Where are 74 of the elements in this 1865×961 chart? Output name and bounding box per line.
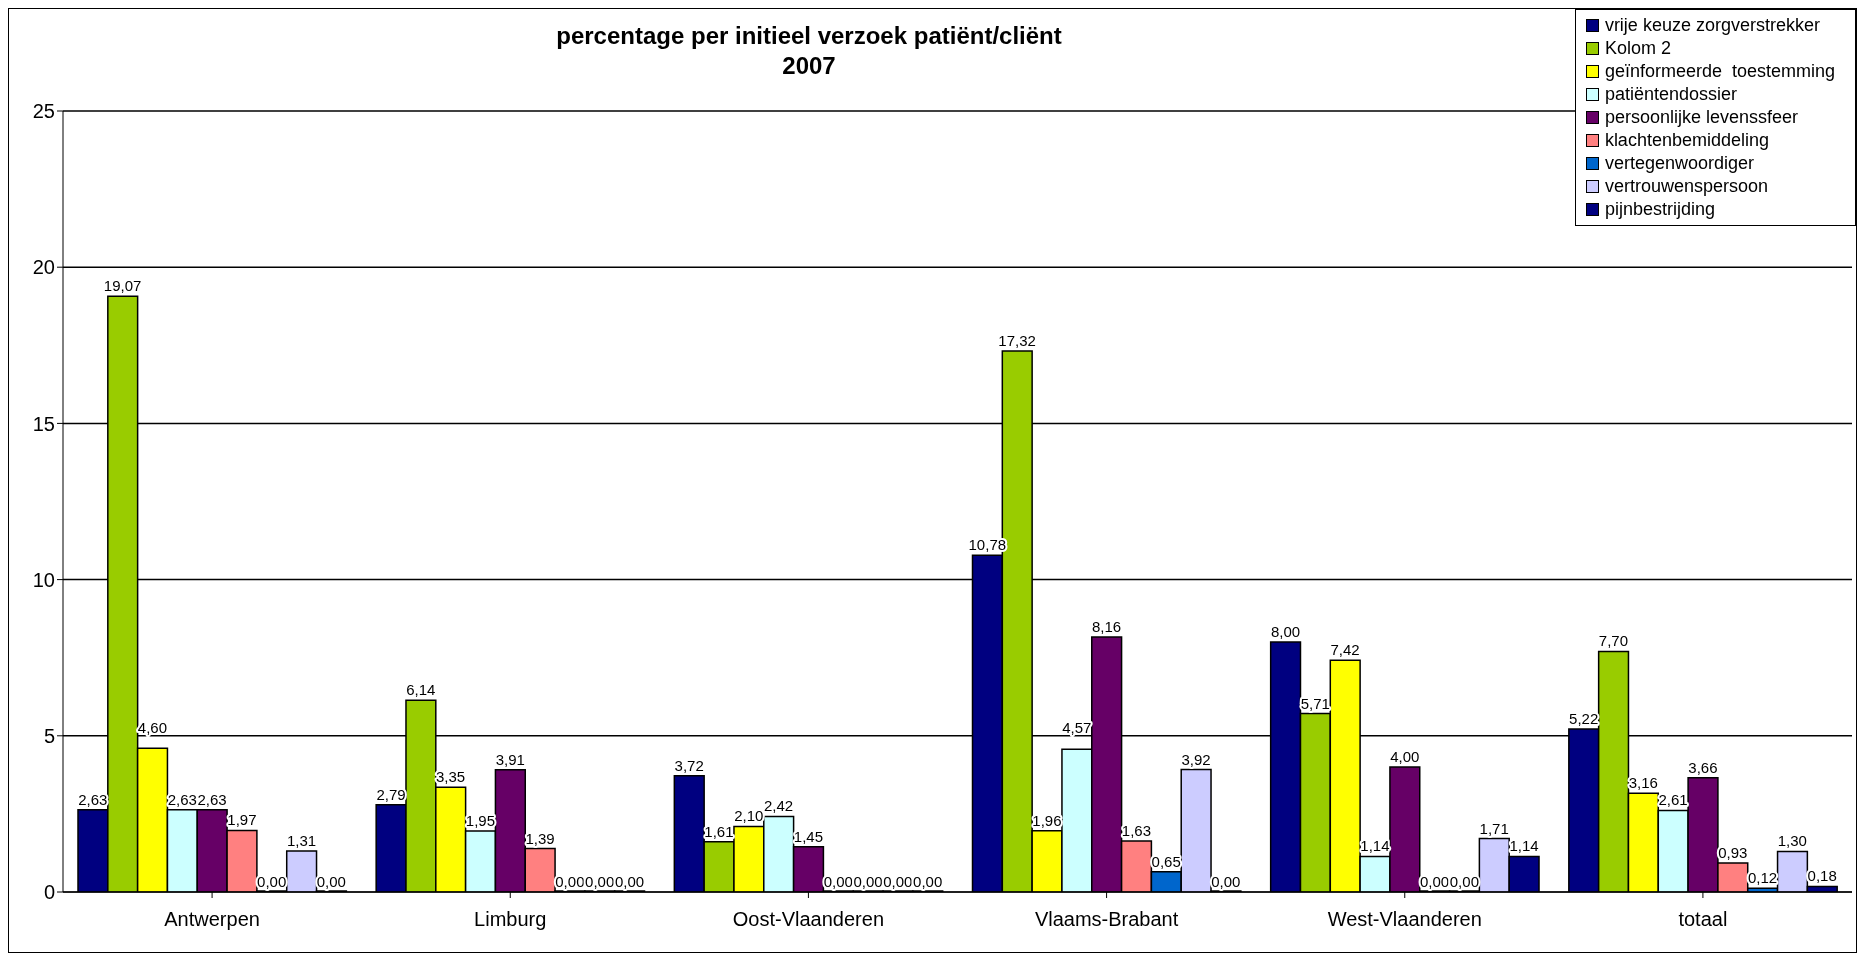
data-label: 0,00 xyxy=(853,873,883,890)
data-label: 0,18 xyxy=(1807,867,1837,885)
data-label: 0,00 xyxy=(1419,873,1450,890)
data-label: 8,00 xyxy=(1270,623,1301,641)
x-tick-label: Limburg xyxy=(474,908,547,931)
x-tick-label: Oost-Vlaanderen xyxy=(732,908,885,931)
data-label: 0,00 xyxy=(316,873,346,890)
data-label: 2,63 xyxy=(167,790,197,808)
data-label: 1,61 xyxy=(704,822,734,840)
data-label: 2,61 xyxy=(1658,791,1688,809)
data-label: 1,45 xyxy=(793,827,824,845)
y-tick-label: 0 xyxy=(43,881,55,904)
data-label: 1,63 xyxy=(1121,822,1151,840)
data-label: 2,63 xyxy=(197,790,227,808)
chart-subtitle: 2007 xyxy=(782,52,836,79)
data-label: 6,14 xyxy=(406,681,436,699)
data-label: 1,30 xyxy=(1777,832,1807,850)
data-label: 1,39 xyxy=(525,829,555,847)
data-label: 3,66 xyxy=(1688,758,1718,776)
data-label: 3,91 xyxy=(495,750,525,768)
legend-label: geïnformeerde toestemming xyxy=(1604,60,1835,83)
data-label: 0,00 xyxy=(913,873,943,890)
legend-label: pijnbestrijding xyxy=(1604,198,1715,221)
data-label: 4,57 xyxy=(1062,718,1092,736)
data-label: 0,00 xyxy=(614,873,645,890)
data-label: 0,00 xyxy=(1449,873,1479,890)
data-label: 7,42 xyxy=(1330,641,1360,659)
chart-title: percentage per initieel verzoek patiënt/cliënt xyxy=(556,22,1062,49)
data-label: 1,97 xyxy=(227,811,257,829)
data-label: 1,71 xyxy=(1479,819,1509,837)
legend-label: vertegenwoordiger xyxy=(1604,152,1754,175)
data-label: 5,71 xyxy=(1300,694,1330,712)
y-tick-label: 20 xyxy=(32,256,55,279)
x-tick-label: Vlaams-Brabant xyxy=(1034,908,1179,931)
data-label: 0,12 xyxy=(1747,869,1778,887)
data-label: 0,00 xyxy=(555,873,585,890)
legend-label: klachtenbemiddeling xyxy=(1604,129,1769,152)
data-label: 3,16 xyxy=(1628,774,1658,792)
data-label: 2,79 xyxy=(376,785,406,803)
y-tick-label: 25 xyxy=(32,100,55,123)
data-label: 8,16 xyxy=(1091,618,1122,636)
data-label: 2,10 xyxy=(734,807,764,825)
data-label: 0,93 xyxy=(1718,843,1748,861)
x-tick-label: totaal xyxy=(1678,908,1728,931)
y-tick-label: 15 xyxy=(32,412,55,435)
legend-label: vrije keuze zorgverstrekker xyxy=(1604,14,1820,37)
data-label: 4,00 xyxy=(1390,748,1420,766)
legend-label: vertrouwenspersoon xyxy=(1604,175,1768,198)
data-label: 0,65 xyxy=(1151,852,1181,870)
data-label: 17,32 xyxy=(998,331,1036,349)
y-tick-label: 5 xyxy=(43,724,55,747)
data-label: 1,31 xyxy=(286,832,317,850)
data-label: 1,14 xyxy=(1509,837,1539,855)
data-label: 3,72 xyxy=(674,756,704,774)
legend-label: patiëntendossier xyxy=(1604,83,1737,106)
data-label: 19,07 xyxy=(103,277,142,295)
data-label: 0,00 xyxy=(585,873,615,890)
data-label: 5,22 xyxy=(1569,709,1599,727)
data-label: 3,92 xyxy=(1181,750,1211,768)
data-label: 1,96 xyxy=(1032,811,1062,829)
data-label: 4,60 xyxy=(137,718,168,736)
legend-label: persoonlijke levenssfeer xyxy=(1604,106,1798,129)
data-label: 0,00 xyxy=(883,873,913,890)
data-label: 7,70 xyxy=(1598,632,1629,650)
data-label: 2,42 xyxy=(764,797,794,815)
data-label: 0,00 xyxy=(823,873,853,890)
x-tick-label: West-Vlaanderen xyxy=(1327,908,1482,931)
data-label: 3,35 xyxy=(436,768,466,786)
y-tick-label: 10 xyxy=(32,568,55,591)
data-label: 1,95 xyxy=(465,812,496,830)
data-label: 2,63 xyxy=(78,790,108,808)
x-tick-label: Antwerpen xyxy=(164,908,260,931)
legend-label: Kolom 2 xyxy=(1604,37,1671,60)
data-label: 0,00 xyxy=(1211,873,1241,890)
